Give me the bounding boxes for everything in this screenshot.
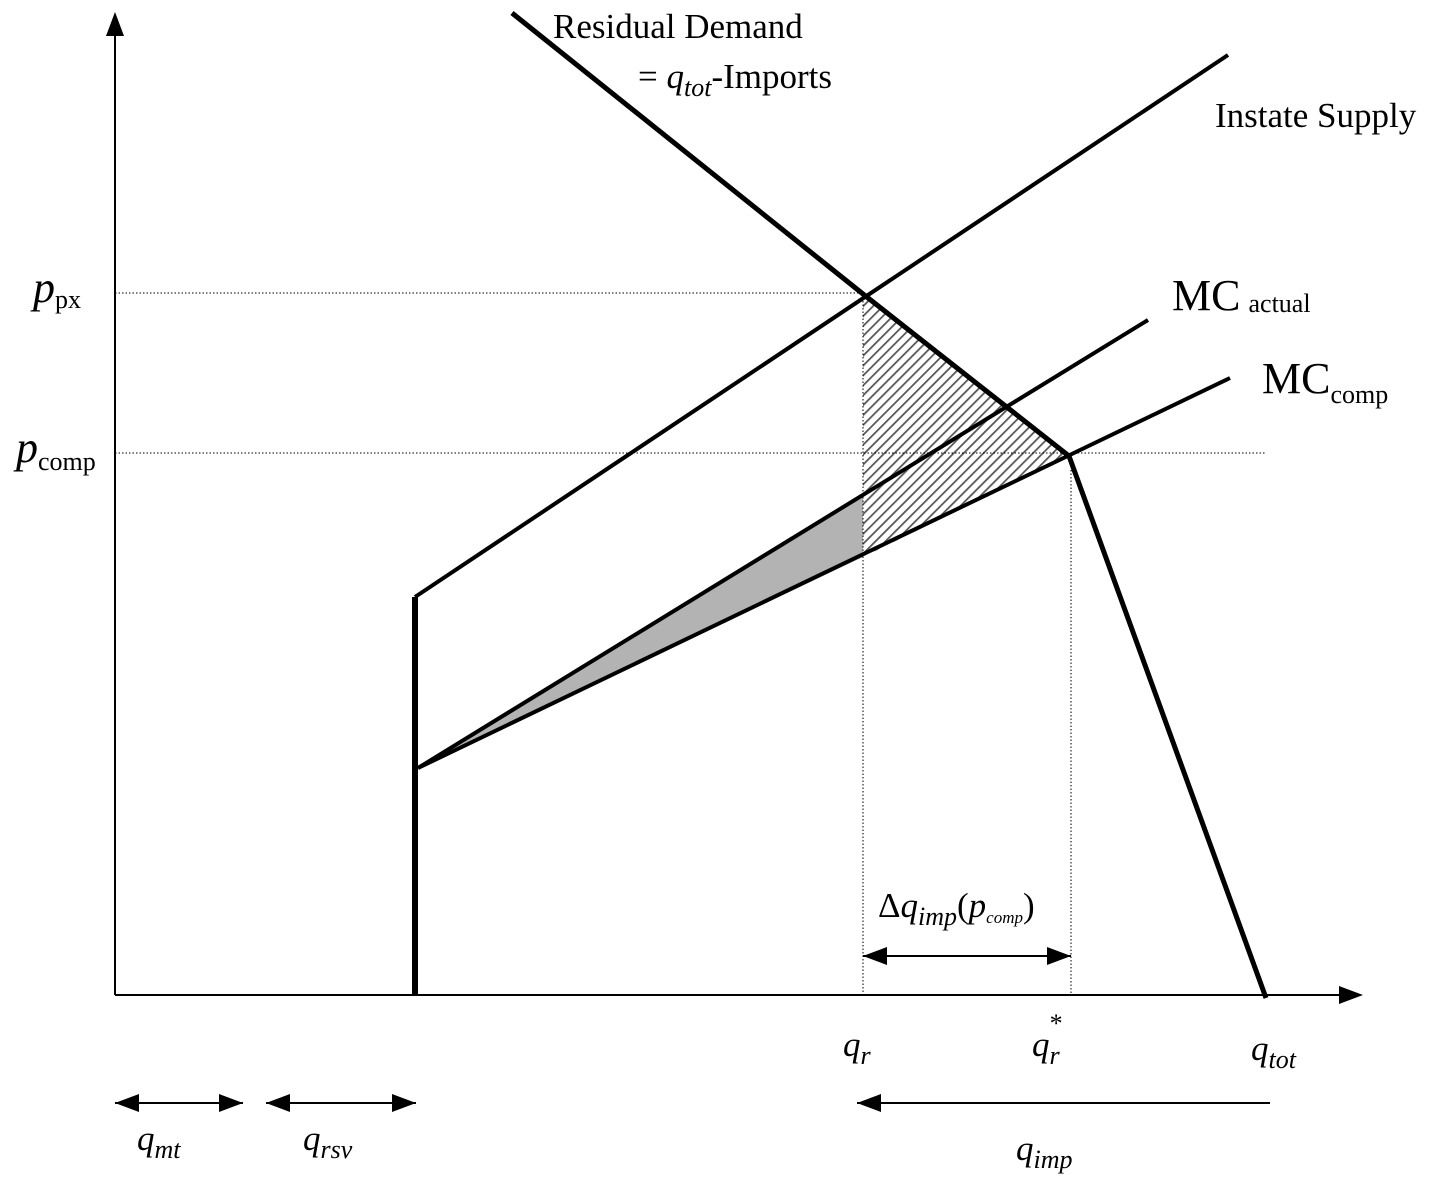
residual-demand-equation: = qtot-Imports <box>638 57 832 102</box>
mc-comp-label: MCcomp <box>1262 354 1388 409</box>
instate-supply-curve <box>413 53 1230 599</box>
x-axis-arrow-icon <box>1339 986 1363 1004</box>
delta-q-imp-arrow-left-icon <box>863 947 887 965</box>
q-mt-arrow-left-icon <box>115 1094 139 1112</box>
delta-q-imp-arrow-right-icon <box>1047 947 1071 965</box>
p-px-label: ppx <box>30 263 81 314</box>
q-r-star-label: qr* <box>1032 1009 1063 1070</box>
q-rsv-label: qrsv <box>303 1119 353 1164</box>
residual-demand-label: Residual Demand <box>553 7 803 46</box>
q-rsv-arrow-right-icon <box>392 1094 416 1112</box>
mc-actual-label: MC actual <box>1172 271 1311 320</box>
mc-actual-curve <box>416 318 1150 770</box>
q-tot-label: qtot <box>1251 1029 1297 1074</box>
instate-supply-label: Instate Supply <box>1215 96 1417 135</box>
q-mt-arrow-right-icon <box>219 1094 243 1112</box>
hatched-deadweight-area <box>863 294 1069 557</box>
p-comp-label: pcomp <box>13 423 96 476</box>
q-r-label: qr <box>843 1025 872 1070</box>
q-imp-arrow-left-icon <box>857 1094 881 1112</box>
delta-q-imp-label: Δqimp(pcomp) <box>878 886 1035 931</box>
q-imp-label: qimp <box>1016 1129 1073 1174</box>
residual-demand-curve <box>510 11 1269 999</box>
q-rsv-arrow-left-icon <box>266 1094 290 1112</box>
y-axis-arrow-icon <box>106 12 124 36</box>
mc-comp-curve <box>417 376 1231 770</box>
q-mt-label: qmt <box>137 1119 181 1164</box>
